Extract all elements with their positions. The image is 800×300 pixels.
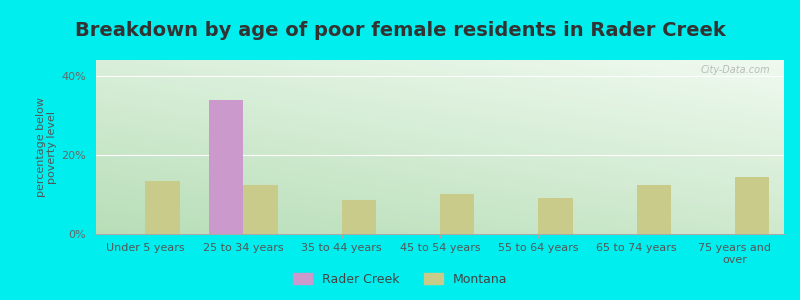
Bar [243, 184, 278, 234]
Legend: Rader Creek, Montana: Rader Creek, Montana [288, 268, 512, 291]
Bar [735, 177, 770, 234]
Text: Breakdown by age of poor female residents in Rader Creek: Breakdown by age of poor female resident… [74, 21, 726, 40]
Bar [538, 198, 573, 234]
Y-axis label: percentage below
poverty level: percentage below poverty level [36, 97, 58, 197]
Bar [440, 194, 474, 234]
Bar [145, 181, 179, 234]
Bar [342, 200, 376, 234]
Text: City-Data.com: City-Data.com [701, 65, 770, 75]
Bar [637, 184, 671, 234]
Bar [209, 100, 243, 234]
